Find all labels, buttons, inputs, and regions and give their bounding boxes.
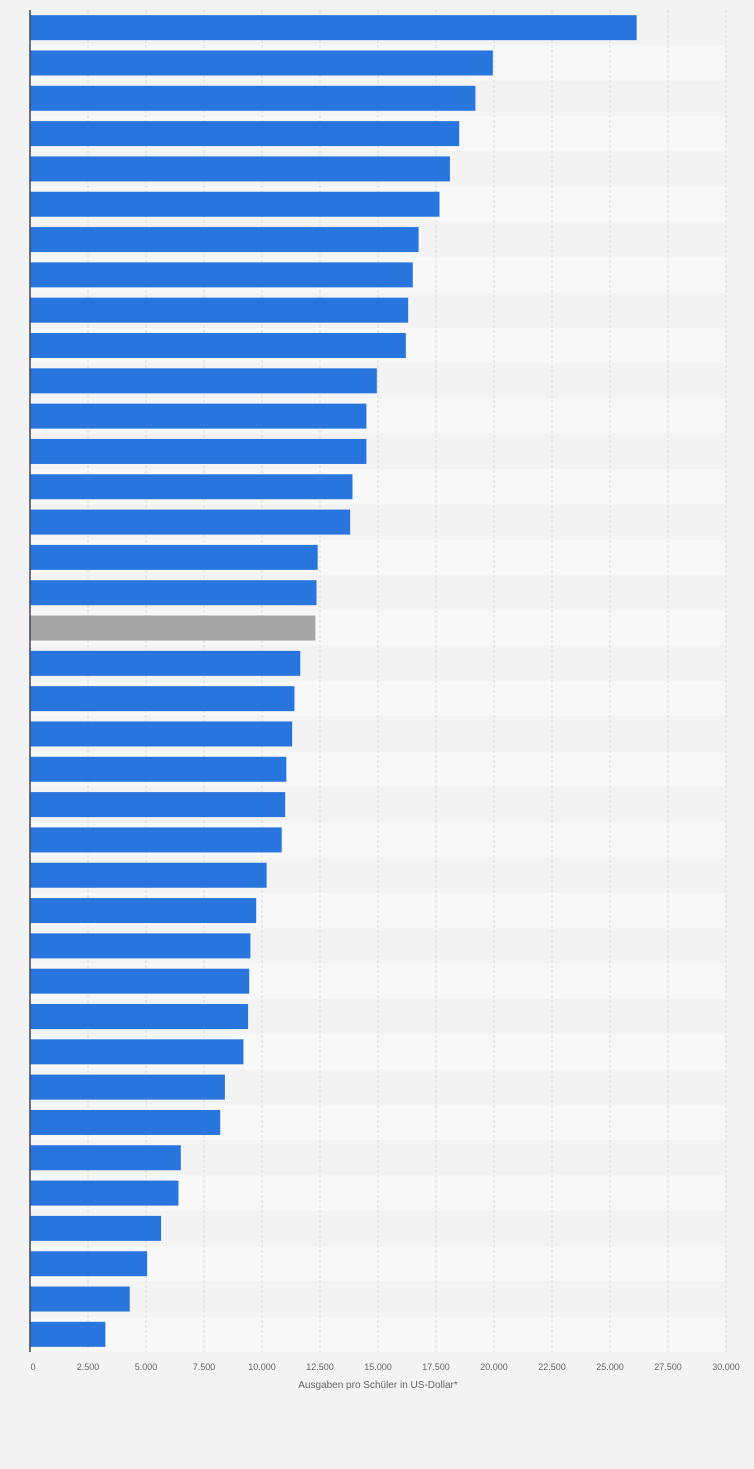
bar[interactable] [30, 262, 413, 288]
bar[interactable] [30, 297, 409, 323]
bar-highlighted[interactable] [30, 615, 316, 641]
bar[interactable] [30, 827, 282, 853]
bar[interactable] [30, 1286, 130, 1312]
x-tick-label: 27.500 [654, 1362, 682, 1372]
bar[interactable] [30, 121, 460, 147]
bar[interactable] [30, 227, 419, 253]
bar[interactable] [30, 438, 367, 464]
bar[interactable] [30, 333, 406, 358]
bar[interactable] [30, 898, 257, 924]
bar[interactable] [30, 50, 493, 76]
bar[interactable] [30, 1074, 225, 1100]
x-tick-label: 22.500 [538, 1362, 566, 1372]
x-tick-label: 12.500 [306, 1362, 334, 1372]
bar[interactable] [30, 156, 450, 182]
x-tick-label: 15.000 [364, 1362, 392, 1372]
bar[interactable] [30, 650, 301, 676]
bar[interactable] [30, 509, 351, 535]
bar[interactable] [30, 686, 295, 712]
bar[interactable] [30, 1251, 148, 1277]
x-tick-label: 17.500 [422, 1362, 450, 1372]
x-tick-label: 30.000 [712, 1362, 740, 1372]
bar[interactable] [30, 403, 367, 429]
bar[interactable] [30, 85, 476, 111]
x-tick-label: 25.000 [596, 1362, 624, 1372]
x-tick-label: 10.000 [248, 1362, 276, 1372]
x-tick-label: 7.500 [193, 1362, 216, 1372]
x-axis-title: Ausgaben pro Schüler in US-Dollar* [298, 1380, 458, 1391]
x-tick-label: 0 [30, 1362, 35, 1372]
bar[interactable] [30, 1321, 106, 1347]
bar[interactable] [30, 1180, 179, 1206]
bar[interactable] [30, 933, 251, 959]
bar[interactable] [30, 474, 353, 500]
x-axis-ticks: 0 2.500 5.000 7.500 10.000 12.500 15.000 17.500… [30, 1362, 739, 1372]
x-tick-label: 20.000 [480, 1362, 508, 1372]
bar[interactable] [30, 368, 377, 394]
bar[interactable] [30, 15, 637, 41]
bar[interactable] [30, 544, 318, 570]
bars [30, 15, 637, 1347]
bar[interactable] [30, 1004, 249, 1029]
x-tick-label: 5.000 [135, 1362, 158, 1372]
bar[interactable] [30, 721, 293, 747]
bar[interactable] [30, 1039, 244, 1065]
bar[interactable] [30, 792, 286, 818]
gridlines [87, 10, 727, 1352]
bar[interactable] [30, 1109, 221, 1135]
bar[interactable] [30, 968, 250, 994]
bar[interactable] [30, 191, 440, 217]
bar[interactable] [30, 756, 287, 782]
bar[interactable] [30, 580, 317, 606]
bar[interactable] [30, 862, 267, 888]
x-tick-label: 2.500 [77, 1362, 100, 1372]
bar[interactable] [30, 1215, 162, 1241]
bar[interactable] [30, 1145, 181, 1171]
